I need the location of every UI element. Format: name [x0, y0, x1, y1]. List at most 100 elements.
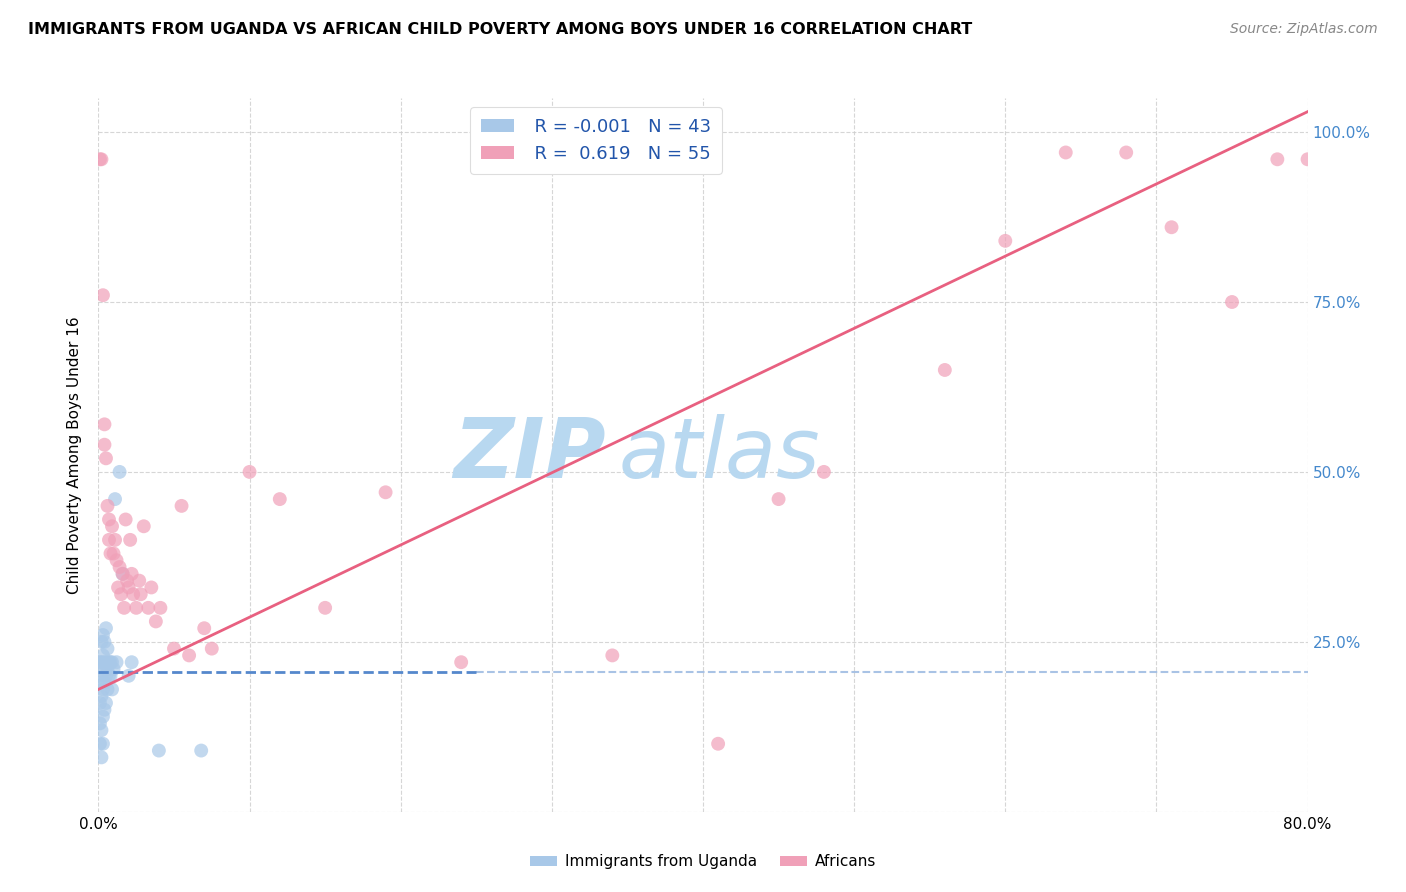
Point [115, 574, 138, 588]
Point [602, 648, 624, 663]
Point [101, 655, 124, 669]
Point [125, 600, 148, 615]
Point [118, 669, 141, 683]
Point [170, 499, 193, 513]
Point [96, 499, 118, 513]
Point [94, 655, 117, 669]
Point [149, 600, 172, 615]
Point [141, 581, 163, 595]
Point [101, 682, 124, 697]
Point [1115, 145, 1137, 160]
Point [118, 581, 141, 595]
Point [768, 492, 790, 507]
Point [201, 641, 224, 656]
Point [104, 533, 127, 547]
Point [145, 615, 167, 629]
Point [1160, 220, 1182, 235]
Point [103, 546, 125, 560]
Point [94, 669, 117, 683]
Point [1054, 145, 1077, 160]
Point [89, 737, 111, 751]
Point [93, 438, 115, 452]
Point [103, 662, 125, 676]
Point [128, 574, 150, 588]
Point [314, 600, 336, 615]
Point [90, 635, 112, 649]
Point [94, 696, 117, 710]
Point [91, 662, 114, 676]
Point [91, 288, 114, 302]
Point [98, 533, 121, 547]
Text: Source: ZipAtlas.com: Source: ZipAtlas.com [1230, 22, 1378, 37]
Point [934, 363, 956, 377]
Point [110, 587, 132, 601]
Point [101, 519, 124, 533]
Point [90, 723, 112, 738]
Point [121, 655, 143, 669]
Point [239, 465, 262, 479]
Point [1220, 295, 1243, 310]
Point [90, 689, 112, 703]
Point [96, 641, 118, 656]
Point [108, 560, 131, 574]
Point [179, 648, 201, 663]
Legend: Immigrants from Uganda, Africans: Immigrants from Uganda, Africans [523, 848, 883, 875]
Point [813, 465, 835, 479]
Point [104, 492, 127, 507]
Point [96, 662, 118, 676]
Point [107, 581, 129, 595]
Point [96, 682, 118, 697]
Y-axis label: Child Poverty Among Boys Under 16: Child Poverty Among Boys Under 16 [67, 316, 83, 594]
Text: atlas: atlas [619, 415, 820, 495]
Point [1296, 153, 1319, 167]
Point [132, 519, 155, 533]
Point [91, 648, 114, 663]
Point [111, 566, 134, 581]
Point [94, 451, 117, 466]
Point [89, 153, 111, 167]
Point [121, 566, 143, 581]
Point [112, 600, 135, 615]
Point [91, 682, 114, 697]
Point [90, 669, 112, 683]
Text: ZIP: ZIP [454, 415, 606, 495]
Point [374, 485, 396, 500]
Point [105, 553, 128, 567]
Point [93, 703, 115, 717]
Point [450, 655, 472, 669]
Point [91, 628, 114, 642]
Point [105, 655, 128, 669]
Point [90, 750, 112, 764]
Point [89, 696, 111, 710]
Point [122, 587, 145, 601]
Point [114, 512, 136, 526]
Point [98, 669, 121, 683]
Point [98, 655, 121, 669]
Point [93, 675, 115, 690]
Point [111, 566, 134, 581]
Point [90, 655, 112, 669]
Point [100, 546, 122, 560]
Point [163, 641, 186, 656]
Point [100, 669, 122, 683]
Point [91, 709, 114, 723]
Point [190, 743, 212, 757]
Point [100, 655, 122, 669]
Point [89, 655, 111, 669]
Point [193, 621, 215, 635]
Point [136, 600, 159, 615]
Point [98, 512, 121, 526]
Point [269, 492, 291, 507]
Point [91, 737, 114, 751]
Point [707, 737, 730, 751]
Point [93, 635, 115, 649]
Point [108, 465, 131, 479]
Point [90, 153, 112, 167]
Text: IMMIGRANTS FROM UGANDA VS AFRICAN CHILD POVERTY AMONG BOYS UNDER 16 CORRELATION : IMMIGRANTS FROM UGANDA VS AFRICAN CHILD … [28, 22, 973, 37]
Point [93, 655, 115, 669]
Point [89, 675, 111, 690]
Point [148, 743, 170, 757]
Point [94, 621, 117, 635]
Point [994, 234, 1017, 248]
Point [89, 716, 111, 731]
